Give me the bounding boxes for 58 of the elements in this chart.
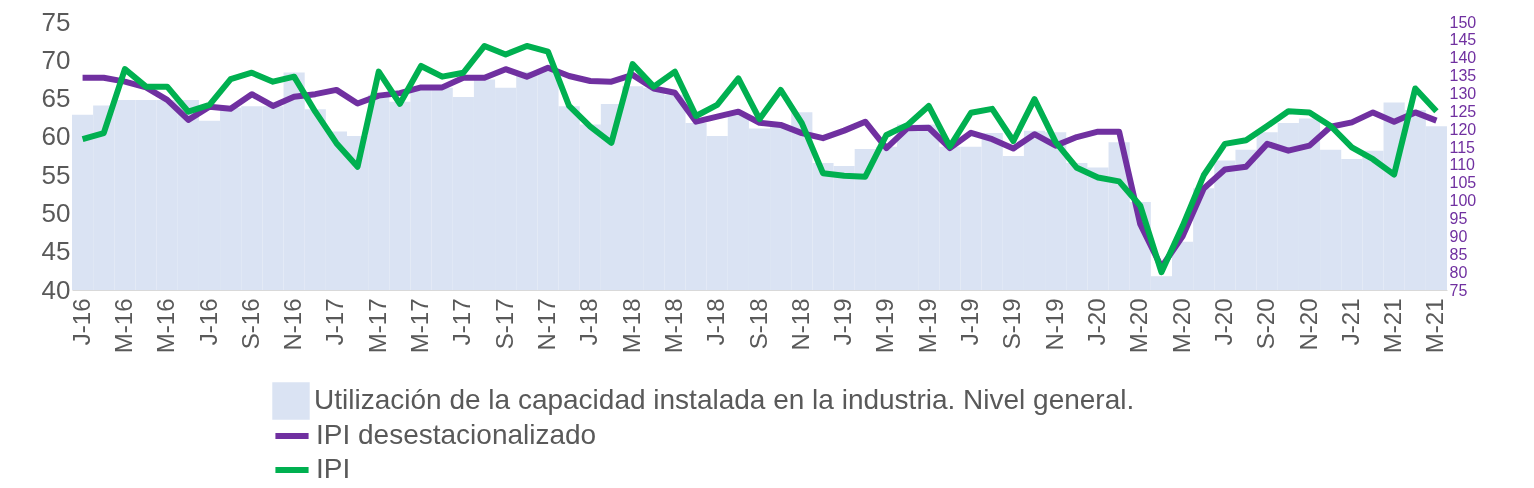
x-tick-label: J-17	[321, 298, 349, 346]
y-tick-label: 55	[41, 159, 71, 190]
y2-tick-label: 90	[1449, 227, 1468, 245]
y-tick-label: 75	[41, 6, 71, 37]
x-tick-label: M-18	[659, 298, 687, 354]
y-tick-label: 65	[41, 83, 71, 114]
y2-tick-label: 135	[1449, 67, 1477, 85]
x-tick-label: N-20	[1294, 298, 1322, 351]
y2-tick-label: 125	[1449, 102, 1477, 120]
x-tick-label: M-21	[1421, 298, 1449, 354]
x-tick-label: J-20	[1209, 298, 1237, 346]
y-tick-label: 50	[41, 197, 71, 228]
y2-tick-label: 145	[1449, 31, 1477, 49]
x-tick-label: S-20	[1252, 298, 1280, 350]
x-tick-label: J-20	[1082, 298, 1110, 346]
y-tick-label: 70	[41, 44, 71, 75]
x-tick-label: S-19	[998, 298, 1026, 350]
x-tick-label: M-21	[1379, 298, 1407, 354]
x-tick-label: J-19	[956, 298, 984, 346]
x-tick-label: M-20	[1125, 298, 1153, 354]
x-tick-label: S-16	[236, 298, 264, 350]
x-tick-label: M-18	[617, 298, 645, 354]
x-tick-label: N-17	[532, 298, 560, 351]
x-tick-label: M-17	[363, 298, 391, 354]
x-tick-label: J-18	[702, 298, 730, 346]
y2-tick-label: 140	[1449, 49, 1477, 67]
x-tick-label: J-18	[575, 298, 603, 346]
y2-tick-label: 120	[1449, 120, 1477, 138]
x-tick-label: S-18	[744, 298, 772, 350]
y2-tick-label: 95	[1449, 210, 1468, 228]
x-tick-label: S-17	[490, 298, 518, 350]
x-tick-label: M-19	[913, 298, 941, 354]
x-tick-label: J-19	[829, 298, 857, 346]
legend-label: IPI desestacionalizado	[316, 419, 597, 450]
y2-tick-label: 105	[1449, 174, 1477, 192]
x-tick-label: M-16	[109, 298, 137, 354]
x-tick-label: M-20	[1167, 298, 1195, 354]
y2-tick-label: 75	[1449, 281, 1468, 299]
legend-label: IPI	[316, 453, 351, 484]
y2-tick-label: 110	[1449, 156, 1476, 174]
y2-tick-label: 150	[1449, 13, 1477, 31]
y2-tick-label: 80	[1449, 263, 1468, 281]
x-tick-label: J-17	[448, 298, 476, 346]
y2-tick-label: 115	[1449, 138, 1476, 156]
x-tick-label: M-16	[152, 298, 180, 354]
x-tick-label: M-17	[406, 298, 434, 354]
x-tick-label: N-16	[279, 298, 307, 351]
y-tick-label: 60	[41, 121, 71, 152]
legend-label: Utilización de la capacidad instalada en la industria. Nivel general.	[314, 384, 1135, 415]
x-tick-label: N-18	[786, 298, 814, 351]
x-tick-label: J-16	[194, 298, 222, 346]
x-tick-label: N-19	[1040, 298, 1068, 351]
y2-tick-label: 130	[1449, 84, 1477, 102]
x-tick-label: J-21	[1336, 298, 1364, 346]
y2-tick-label: 100	[1449, 192, 1477, 210]
y2-tick-label: 85	[1449, 245, 1468, 263]
y-tick-label: 45	[41, 236, 71, 267]
x-tick-label: M-19	[871, 298, 899, 354]
